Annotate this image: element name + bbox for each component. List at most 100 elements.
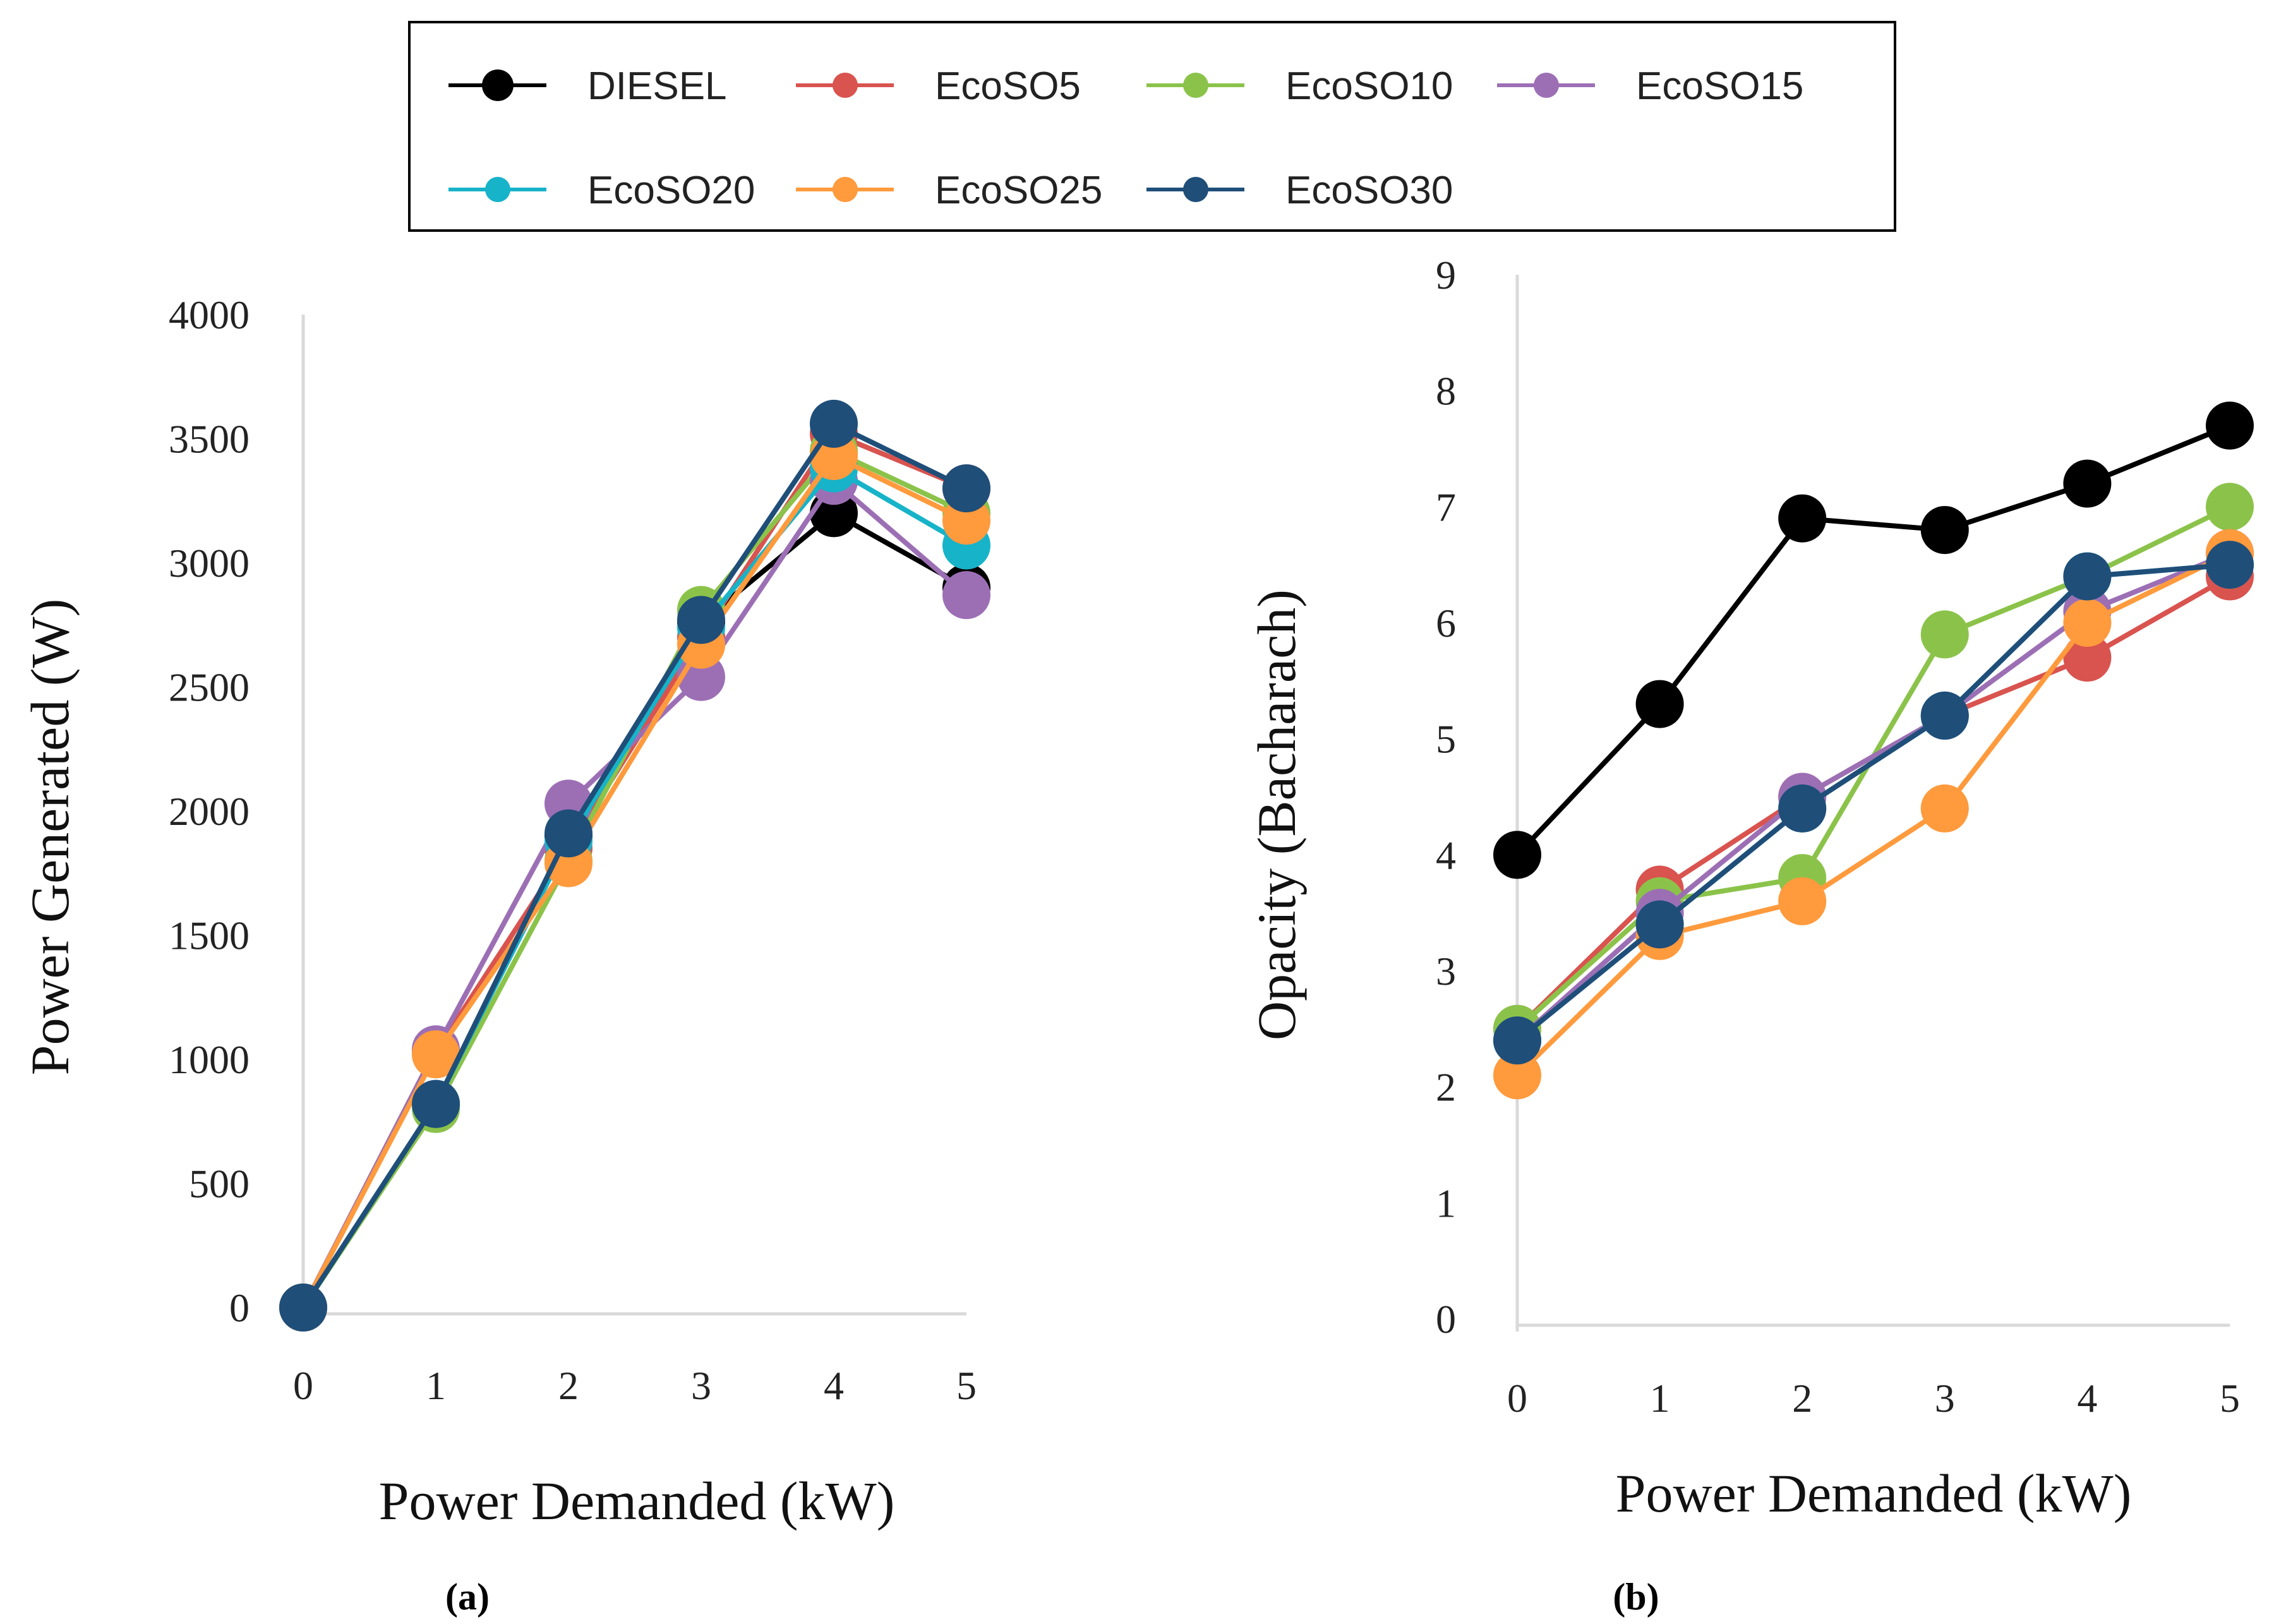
legend-marker (1183, 73, 1208, 98)
data-point (1493, 1051, 1541, 1100)
data-point (1635, 680, 1684, 728)
series-line (301, 510, 968, 1309)
legend-marker (485, 177, 510, 202)
legend-label: EcoSO25 (935, 169, 1102, 212)
legend-entry-ecoso20: EcoSO20 (448, 169, 755, 212)
data-point (2063, 634, 2112, 682)
x-tick-label: 3 (1935, 1376, 1955, 1421)
x-tick-label: 3 (691, 1363, 711, 1408)
series-ecoso10 (279, 427, 990, 1332)
series-ecoso20 (279, 444, 990, 1332)
y-tick-label: 6 (1436, 601, 1456, 646)
x-tick-label: 4 (2077, 1376, 2097, 1421)
data-point (2063, 599, 2112, 647)
data-point (2206, 401, 2254, 450)
y-tick-label: 2500 (169, 665, 250, 710)
legend-label: EcoSO20 (587, 169, 755, 212)
data-point (1778, 784, 1827, 833)
series-ecoso5 (279, 409, 990, 1332)
x-tick-label: 0 (293, 1363, 313, 1408)
series-line (1515, 551, 2231, 1078)
legend-label: EcoSO10 (1285, 64, 1453, 108)
data-point (942, 571, 990, 620)
data-point (544, 809, 593, 858)
data-point (412, 1030, 460, 1079)
data-point (1920, 784, 1969, 833)
legend-entry-ecoso5: EcoSO5 (796, 64, 1081, 108)
legend-marker (1183, 177, 1208, 202)
data-point (1920, 610, 1969, 659)
series-diesel (279, 489, 990, 1332)
data-point (1778, 877, 1827, 925)
data-point (412, 1080, 460, 1128)
x-tick-label: 5 (2220, 1376, 2240, 1421)
y-tick-label: 1000 (169, 1037, 250, 1082)
x-tick-label: 1 (1650, 1376, 1670, 1421)
y-tick-label: 8 (1436, 369, 1456, 414)
data-point (2063, 459, 2112, 508)
chart-a: 0 500 1000 1500 2000 2500 3000 3500 4000 0 1 2 3 4 5 Po… (20, 292, 990, 1531)
y-tick-label: 4000 (169, 292, 250, 337)
series-ecoso15 (279, 457, 990, 1332)
panel-label-b: (b) (1613, 1576, 1659, 1618)
legend-marker (833, 73, 858, 98)
chart-b: 0 1 2 3 4 5 6 7 8 9 0 1 2 3 4 5 Power Demanded (kW) Opaci… (1246, 253, 2254, 1524)
data-point (1493, 831, 1541, 879)
y-tick-label: 0 (229, 1285, 250, 1330)
series-ecoso30 (1493, 541, 2254, 1065)
legend-entry-ecoso30: EcoSO30 (1146, 169, 1453, 212)
series-line (301, 431, 968, 1309)
data-point (2206, 541, 2254, 589)
legend-marker (482, 69, 514, 101)
y-tick-label: 2000 (169, 789, 250, 834)
legend-marker (833, 177, 858, 202)
y-tick-label: 5 (1436, 717, 1456, 762)
data-point (1778, 494, 1827, 543)
y-tick-label: 7 (1436, 484, 1456, 529)
series-line (301, 421, 968, 1309)
series-line (301, 454, 968, 1309)
x-tick-label: 0 (1507, 1376, 1527, 1421)
x-tick-label: 4 (824, 1363, 844, 1408)
legend-entry-ecoso15: EcoSO15 (1497, 64, 1803, 108)
data-point (279, 1284, 327, 1332)
series-line (301, 478, 968, 1309)
legend-entry-ecoso10: EcoSO10 (1146, 64, 1453, 108)
series-line (301, 448, 968, 1309)
data-point (1635, 900, 1684, 949)
y-axis-title: Opacity (Bacharach) (1246, 589, 1307, 1040)
data-point (810, 399, 858, 448)
panel-label-a: (a) (445, 1576, 490, 1618)
x-axis-title: Power Demanded (kW) (379, 1471, 895, 1531)
legend-label: EcoSO15 (1636, 64, 1803, 108)
series-line (1515, 423, 2231, 857)
data-point (677, 596, 725, 644)
y-tick-label: 1 (1436, 1181, 1456, 1225)
y-tick-label: 3 (1436, 949, 1456, 994)
series-ecoso30 (279, 399, 990, 1332)
legend: DIESEL EcoSO5 EcoSO10 EcoSO15 EcoSO20 EcoSO25… (408, 21, 1896, 232)
legend-frame (408, 21, 1896, 232)
legend-entry-ecoso25: EcoSO25 (796, 169, 1102, 212)
x-tick-label: 1 (426, 1363, 446, 1408)
data-point (2206, 483, 2254, 531)
y-tick-label: 500 (189, 1162, 250, 1206)
series-line (301, 466, 968, 1309)
y-axis-title: Power Generated (W) (20, 599, 80, 1076)
series-ecoso5 (1493, 552, 2254, 1053)
y-tick-label: 1500 (169, 913, 250, 958)
y-tick-label: 4 (1436, 833, 1456, 877)
legend-label: EcoSO30 (1285, 169, 1453, 212)
data-point (1920, 691, 1969, 740)
data-point (1493, 1016, 1541, 1065)
legend-marker (1534, 73, 1559, 98)
data-point (942, 464, 990, 513)
series-ecoso25 (279, 432, 990, 1332)
x-axis-title: Power Demanded (kW) (1616, 1463, 2132, 1524)
data-point (2063, 552, 2112, 601)
y-tick-label: 3000 (169, 541, 250, 586)
legend-label: DIESEL (587, 64, 727, 108)
data-point (1920, 506, 1969, 555)
legend-entry-diesel: DIESEL (448, 64, 727, 108)
